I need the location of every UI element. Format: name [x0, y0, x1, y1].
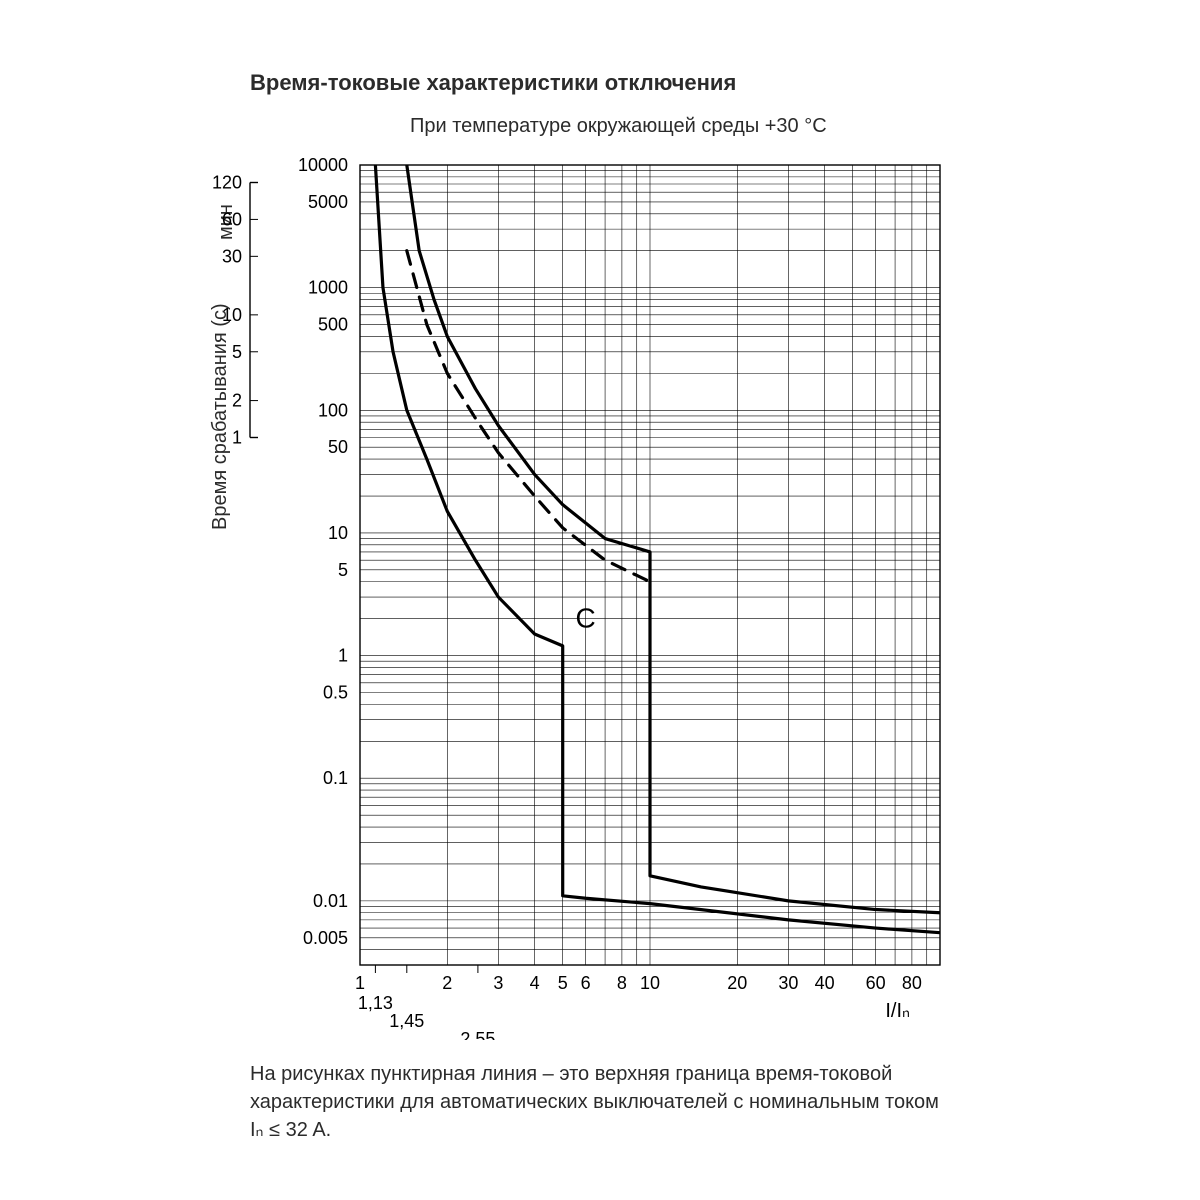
svg-text:C: C: [576, 602, 596, 633]
svg-text:40: 40: [815, 973, 835, 993]
svg-text:10000: 10000: [298, 155, 348, 175]
svg-text:0.1: 0.1: [323, 768, 348, 788]
svg-text:3: 3: [493, 973, 503, 993]
svg-text:1: 1: [338, 646, 348, 666]
svg-text:5: 5: [558, 973, 568, 993]
svg-text:30: 30: [222, 246, 242, 266]
svg-text:5000: 5000: [308, 192, 348, 212]
svg-text:1,13: 1,13: [358, 993, 393, 1013]
svg-text:80: 80: [902, 973, 922, 993]
svg-text:10: 10: [328, 523, 348, 543]
svg-text:100: 100: [318, 400, 348, 420]
svg-text:5: 5: [232, 342, 242, 362]
svg-text:0.5: 0.5: [323, 683, 348, 703]
svg-text:6: 6: [581, 973, 591, 993]
svg-text:1: 1: [355, 973, 365, 993]
svg-text:1: 1: [232, 427, 242, 447]
svg-text:1000: 1000: [308, 278, 348, 298]
svg-text:10: 10: [640, 973, 660, 993]
svg-text:20: 20: [727, 973, 747, 993]
chart-subtitle: При температуре окружающей среды +30 °С: [410, 115, 827, 138]
svg-text:60: 60: [866, 973, 886, 993]
svg-text:4: 4: [530, 973, 540, 993]
svg-text:120: 120: [212, 172, 242, 192]
svg-text:5: 5: [338, 560, 348, 580]
svg-text:2: 2: [232, 391, 242, 411]
svg-text:500: 500: [318, 315, 348, 335]
svg-text:50: 50: [328, 437, 348, 457]
svg-text:10: 10: [222, 305, 242, 325]
svg-text:0.01: 0.01: [313, 891, 348, 911]
chart-title: Время-токовые характеристики отключения: [250, 70, 736, 96]
svg-text:0.005: 0.005: [303, 928, 348, 948]
svg-text:30: 30: [778, 973, 798, 993]
chart-footnote: На рисунках пунктирная линия – это верхн…: [250, 1060, 950, 1144]
svg-text:1,45: 1,45: [389, 1011, 424, 1031]
svg-text:I/Iₙ: I/Iₙ: [885, 1000, 910, 1022]
svg-text:8: 8: [617, 973, 627, 993]
svg-text:2.55: 2.55: [460, 1029, 495, 1040]
trip-curve-chart: 12345681020304060801,131,452.55I/Iₙ0.005…: [180, 140, 1000, 1040]
svg-text:60: 60: [222, 209, 242, 229]
svg-text:2: 2: [442, 973, 452, 993]
